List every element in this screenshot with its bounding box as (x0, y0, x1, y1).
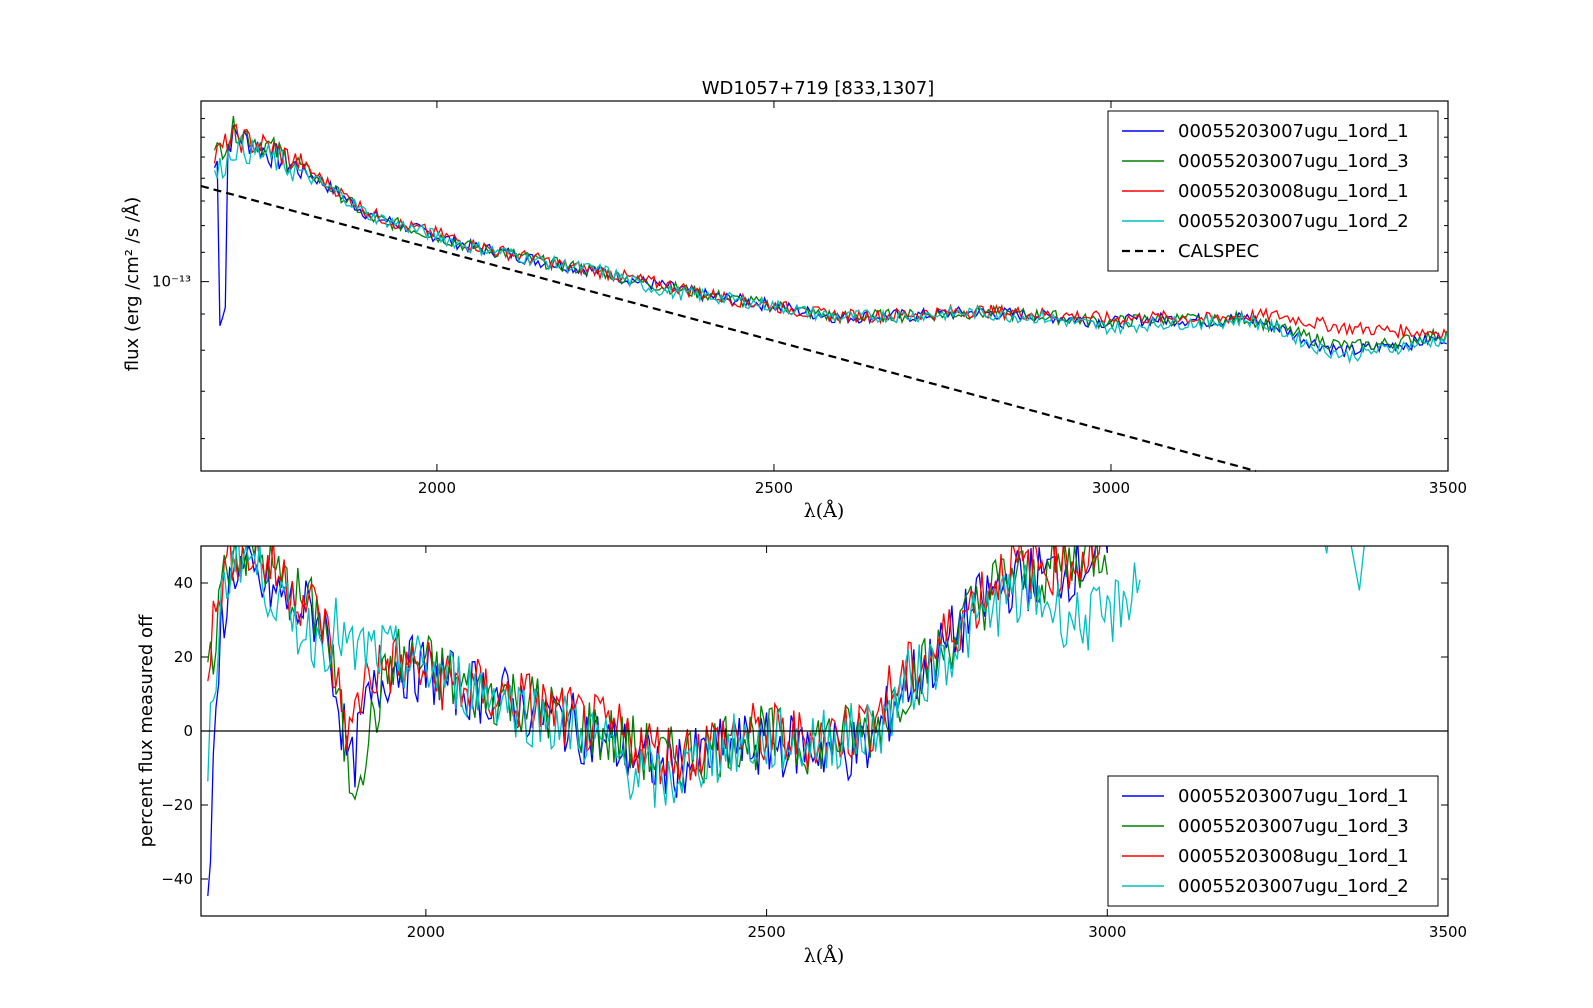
legend-label: 00055203007ugu_1ord_1 (1178, 786, 1409, 807)
y-tick-label: 10⁻¹³ (152, 273, 191, 291)
legend-label: 00055203007ugu_1ord_3 (1178, 816, 1409, 837)
y-tick-label: 0 (183, 722, 193, 740)
legend-label: CALSPEC (1178, 241, 1259, 262)
flux-y-axis-label: flux (erg /cm² /s /Å) (121, 197, 143, 371)
legend-label: 00055203007ugu_1ord_2 (1178, 876, 1409, 897)
flux-x-axis-label: λ(Å) (804, 500, 845, 522)
chart-title: WD1057+719 [833,1307] (702, 78, 935, 99)
x-tick-label: 3500 (1429, 923, 1467, 941)
flux-legend: 00055203007ugu_1ord_1 00055203007ugu_1ord… (1107, 110, 1439, 272)
percent-series-line-1 (207, 546, 1108, 897)
flux-plot-frame (200, 100, 1449, 472)
series-line-calspec (200, 184, 1257, 473)
x-tick-label: 3000 (1092, 479, 1130, 497)
x-tick-label: 2000 (407, 923, 445, 941)
x-tick-label: 2500 (747, 923, 785, 941)
legend-label: 00055203007ugu_1ord_2 (1178, 211, 1409, 232)
percent-chart: 2000 2500 3000 3500 −40 −20 0 20 40 λ(Å) percent… (136, 545, 1467, 967)
flux-chart: WD1057+719 [833,1307] 2000 2500 3000 3500 10… (121, 78, 1467, 522)
legend-label: 00055203008ugu_1ord_1 (1178, 846, 1409, 867)
percent-legend: 00055203007ugu_1ord_1 00055203007ugu_1ord… (1107, 775, 1439, 907)
legend-box (1107, 775, 1439, 907)
percent-y-axis-label: percent flux measured off (136, 614, 157, 847)
y-tick-label: 40 (174, 574, 193, 592)
x-tick-label: 2500 (755, 479, 793, 497)
percent-series-line-4 (207, 546, 1141, 808)
y-tick-label: −20 (161, 796, 193, 814)
percent-x-axis-label: λ(Å) (804, 945, 845, 967)
percent-series-group (201, 546, 1448, 897)
legend-label: 00055203007ugu_1ord_3 (1178, 151, 1409, 172)
x-tick-label: 2000 (418, 479, 456, 497)
percent-series-spike (1324, 546, 1365, 591)
x-tick-label: 3500 (1429, 479, 1467, 497)
legend-label: 00055203008ugu_1ord_1 (1178, 181, 1409, 202)
series-line-4 (213, 134, 1448, 365)
y-tick-label: 20 (174, 648, 193, 666)
x-tick-label: 3000 (1088, 923, 1126, 941)
legend-label: 00055203007ugu_1ord_1 (1178, 121, 1409, 142)
flux-series-group (200, 116, 1448, 473)
y-tick-label: −40 (161, 870, 193, 888)
